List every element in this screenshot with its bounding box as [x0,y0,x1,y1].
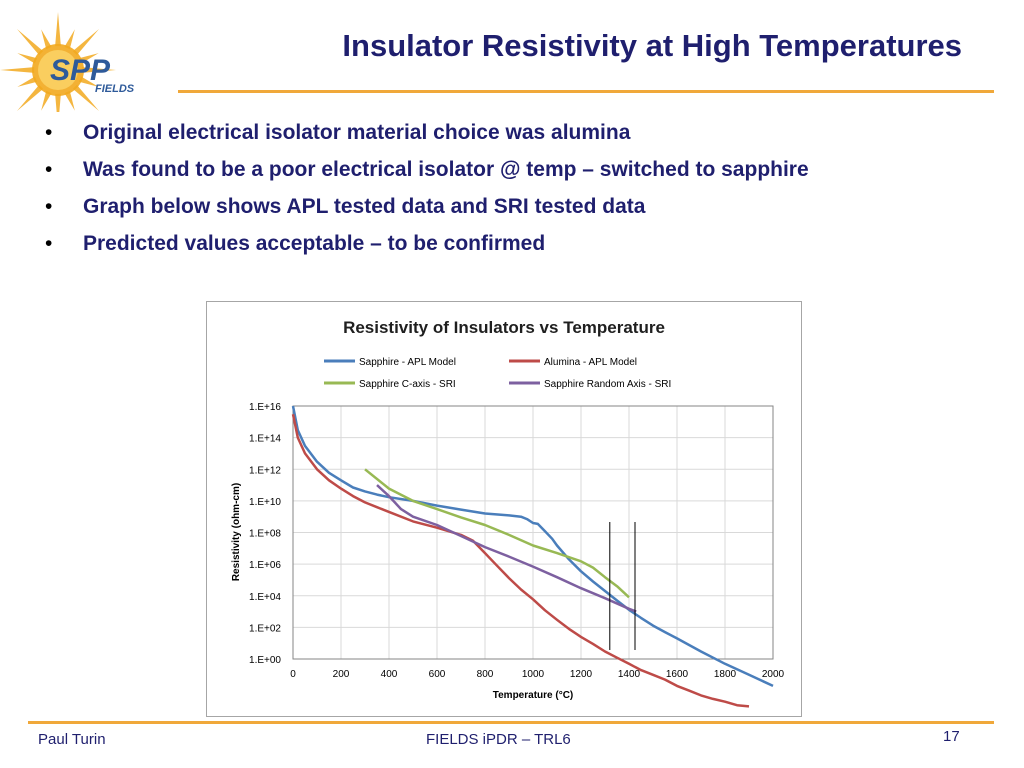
x-axis-ticks: 0 200 400 600 800 1000 1200 1400 1600 1800 2000 [290,669,784,680]
sun-rays-icon [0,12,116,112]
chart-legend: Sapphire - APL Model Alumina - APL Model… [324,357,671,390]
sun-ray [16,28,44,56]
sun-ray [0,67,35,73]
bullet-list: • Original electrical isolator material c… [45,118,809,266]
title-divider [178,90,994,93]
y-axis-ticks: 1.E+00 1.E+02 1.E+04 1.E+06 1.E+08 1.E+10 1.E+… [249,402,281,666]
sun-ray [81,67,116,73]
y-tick-label: 1.E+02 [249,623,281,634]
x-tick-label: 1800 [714,669,737,680]
x-tick-label: 200 [333,669,350,680]
y-tick-label: 1.E+16 [249,402,281,413]
legend-label: Sapphire Random Axis - SRI [544,379,671,390]
chart-gridlines [292,405,774,660]
sun-ray [72,84,100,112]
bullet-text: Original electrical isolator material ch… [83,121,631,144]
footer-author: Paul Turin [38,731,106,748]
bullet-text: Graph below shows APL tested data and SR… [83,195,646,218]
footer-divider [28,721,994,724]
series-line [291,414,750,708]
y-tick-label: 1.E+00 [249,655,281,666]
legend-label: Sapphire C-axis - SRI [359,379,456,390]
plot-area-border [292,405,774,660]
y-tick-label: 1.E+08 [249,529,281,540]
x-tick-label: 600 [429,669,446,680]
series-line [364,468,630,599]
x-tick-label: 800 [477,669,494,680]
y-tick-label: 1.E+12 [249,465,281,476]
bullet-item: • Was found to be a poor electrical isola… [45,155,809,192]
sun-ray [78,76,99,87]
bullet-item: • Graph below shows APL tested data and S… [45,192,809,229]
bullet-icon: • [45,195,53,218]
sun-ray [55,93,61,112]
x-tick-label: 1600 [666,669,689,680]
x-tick-label: 0 [290,669,296,680]
bullet-icon: • [45,232,53,255]
logo-text-sub: FIELDS [95,83,135,95]
sun-ray [64,29,75,50]
bullet-icon: • [45,158,53,181]
bullet-icon: • [45,121,53,144]
bullet-text: Predicted values acceptable – to be conf… [83,232,546,255]
legend-label: Alumina - APL Model [544,357,637,368]
sun-ray [17,53,38,64]
y-tick-label: 1.E+14 [249,434,281,445]
sun-ray [78,53,99,64]
bullet-text: Was found to be a poor electrical isolat… [83,158,809,181]
chart-series [291,405,774,708]
resistivity-chart: Resistivity of Insulators vs Temperature… [231,318,785,708]
series-line [376,484,637,613]
x-tick-label: 400 [381,669,398,680]
sun-ray [17,76,38,87]
chart-container: Resistivity of Insulators vs Temperature… [206,301,802,717]
chart-title: Resistivity of Insulators vs Temperature [343,318,665,337]
slide-title: Insulator Resistivity at High Temperatur… [342,28,962,63]
footer-title: FIELDS iPDR – TRL6 [426,731,571,748]
series-line [291,405,774,688]
x-tick-label: 1200 [570,669,593,680]
sun-ray [41,29,52,50]
y-tick-label: 1.E+06 [249,560,281,571]
logo-text-main: SPP [50,54,111,87]
x-tick-label: 1400 [618,669,641,680]
sun-ray [72,28,100,56]
spp-fields-logo: SPP FIELDS [0,12,135,112]
bullet-item: • Original electrical isolator material c… [45,118,809,155]
y-tick-label: 1.E+04 [249,592,281,603]
y-axis-label: Resistivity (ohm-cm) [231,483,242,581]
sun-ray [64,90,75,111]
x-axis-label: Temperature (°C) [493,690,574,701]
x-tick-label: 1000 [522,669,545,680]
legend-label: Sapphire - APL Model [359,357,456,368]
sun-ray [41,90,52,111]
bullet-item: • Predicted values acceptable – to be con… [45,229,809,266]
y-tick-label: 1.E+10 [249,497,281,508]
x-tick-label: 2000 [762,669,785,680]
page-number: 17 [943,728,960,745]
vertical-markers [609,522,636,650]
sun-ray [16,84,44,112]
sun-ray [55,12,61,47]
